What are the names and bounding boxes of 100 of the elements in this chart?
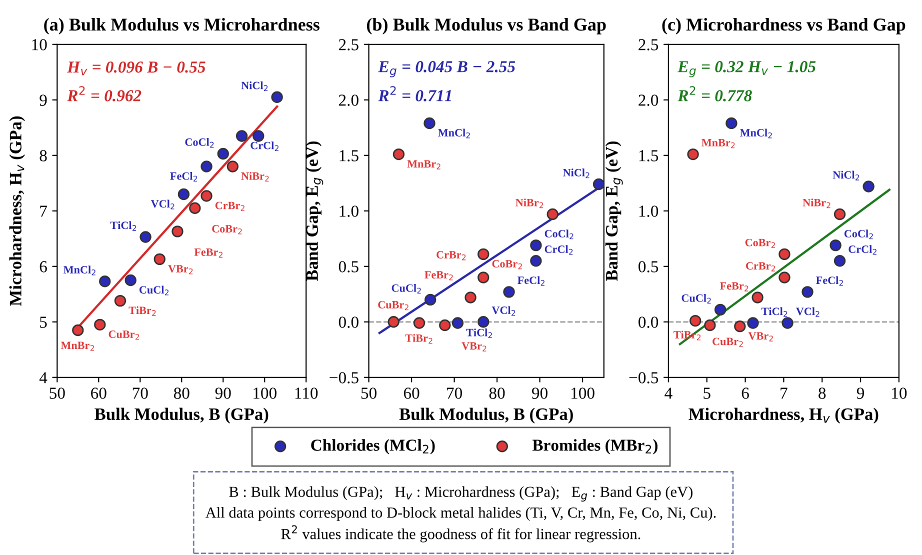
point	[114, 294, 126, 307]
y-tick-label: 4	[39, 372, 48, 384]
x-axis-title: Microhardness, H$_{v}$ (GPa)	[688, 408, 878, 424]
y-tick-label: 0.5	[638, 261, 658, 272]
point	[236, 130, 248, 142]
point	[726, 117, 738, 130]
annotation: CrBr$_{2}$	[436, 251, 466, 260]
point	[802, 286, 814, 298]
point	[200, 160, 212, 172]
y-tick-label: 2.5	[638, 39, 658, 50]
annotation: NiBr$_{2}$	[241, 172, 269, 182]
y-tick-label: 0.5	[338, 261, 358, 272]
point	[704, 319, 716, 332]
point	[752, 292, 764, 304]
annotation: NiCl$_{2}$	[562, 168, 590, 178]
text: All data points correspond to D-block metal halides (Ti, V, Cr, Mn, Fe, Co, Ni, Cu).	[205, 507, 716, 521]
annotation: CrCl$_{2}$	[848, 245, 876, 255]
y-tick-label: 6	[40, 261, 47, 272]
annotation: VBr$_{2}$	[168, 265, 193, 274]
annotation: FeBr$_{2}$	[194, 248, 222, 258]
annotation: VBr$_{2}$	[462, 342, 486, 352]
point	[140, 231, 152, 243]
annotation: CoCl$_{2}$	[844, 230, 873, 240]
annotation: MnBr$_{2}$	[702, 139, 735, 148]
y-tick-label: 0.0	[338, 316, 358, 328]
x-tick-label: 90	[532, 388, 548, 399]
x-tick-label: 80	[489, 388, 505, 399]
point	[178, 188, 190, 200]
annotation: CoBr$_{2}$	[492, 260, 522, 270]
annotation: H$_{v}$ = 0.096 B − 0.55	[67, 61, 206, 76]
y-tick-label: −0.5	[629, 372, 658, 384]
point	[778, 272, 790, 284]
x-tick-label: 60	[404, 388, 420, 399]
y-tick-label: 1.5	[340, 150, 358, 162]
annotation: R$^{2}$ = 0.962	[67, 86, 142, 102]
y-tick-label: 5	[40, 316, 47, 328]
x-tick-label: 100	[254, 388, 276, 399]
x-tick-label: 80	[174, 388, 190, 399]
point	[478, 248, 490, 260]
annotation: CrBr$_{2}$	[215, 202, 244, 211]
x-tick-label: 4	[664, 388, 672, 399]
point	[687, 148, 699, 160]
x-tick-label: 60	[91, 388, 106, 399]
annotation: MnCl$_{2}$	[64, 266, 96, 276]
point	[99, 276, 111, 288]
point	[124, 274, 136, 286]
point	[592, 178, 604, 190]
annotation: MnBr$_{2}$	[407, 160, 440, 170]
annotation: NiCl$_{2}$	[241, 81, 268, 91]
y-axis-title: Band Gap, E$_{g}$ (eV)	[306, 141, 324, 281]
annotation: TiCl$_{2}$	[761, 307, 788, 317]
point	[830, 239, 842, 252]
x-tick-label: 110	[295, 388, 318, 399]
chart-title: (b) Bulk Modulus vs Band Gap	[366, 18, 606, 34]
annotation: VCl$_{2}$	[492, 306, 516, 316]
x-axis-title: Bulk Modulus, B (GPa)	[399, 408, 573, 424]
annotation: CoCl$_{2}$	[185, 138, 214, 148]
point	[714, 304, 726, 316]
annotation: CuBr$_{2}$	[378, 300, 408, 310]
annotation: NiBr$_{2}$	[516, 198, 544, 208]
annotation: CuCl$_{2}$	[392, 284, 421, 294]
legend-label: Bromides (MBr$_{2}$)	[532, 439, 658, 454]
x-tick-label: 9	[856, 388, 864, 399]
legend-label: Chlorides (MCl$_{2}$)	[311, 439, 435, 454]
point	[478, 272, 490, 284]
point	[72, 324, 84, 336]
x-tick-label: 6	[742, 388, 749, 399]
y-axis-title: Microhardness, H$_{v}$ (GPa)	[9, 116, 25, 306]
point	[439, 319, 451, 332]
point	[747, 317, 759, 329]
chart-title: (a) Bulk Modulus vs Microhardness	[44, 18, 320, 34]
y-tick-label: 1.0	[340, 206, 358, 217]
annotation: VCl$_{2}$	[150, 200, 174, 210]
y-tick-label: 0.0	[638, 316, 658, 328]
annotation: NiBr$_{2}$	[802, 198, 830, 208]
x-tick-label: 100	[572, 388, 594, 399]
point	[424, 117, 436, 130]
point	[226, 160, 239, 172]
point	[424, 294, 436, 306]
annotation: CuBr$_{2}$	[712, 338, 743, 347]
y-tick-label: 10	[32, 39, 47, 50]
chart-title: (c) Microhardness vs Band Gap	[662, 18, 906, 34]
annotation: CoCl$_{2}$	[544, 230, 574, 240]
point	[689, 314, 702, 327]
point	[252, 130, 264, 142]
x-tick-label: 5	[704, 388, 710, 399]
annotation: CuBr$_{2}$	[108, 330, 140, 340]
point	[392, 148, 405, 160]
point	[862, 180, 874, 192]
annotation: FeCl$_{2}$	[518, 276, 544, 286]
annotation: FeBr$_{2}$	[424, 271, 453, 280]
annotation: TiCl$_{2}$	[110, 221, 136, 231]
annotation: FeBr$_{2}$	[720, 282, 748, 292]
text: R$^{2}$ values indicate the goodness of fit for linear regression.	[281, 525, 640, 542]
y-tick-label: 8	[40, 150, 47, 162]
annotation: VBr$_{2}$	[748, 332, 773, 342]
point	[94, 318, 106, 331]
point	[478, 316, 490, 328]
annotation: R$^{2}$ = 0.778	[678, 86, 752, 102]
y-tick-label: 2.0	[338, 94, 358, 106]
